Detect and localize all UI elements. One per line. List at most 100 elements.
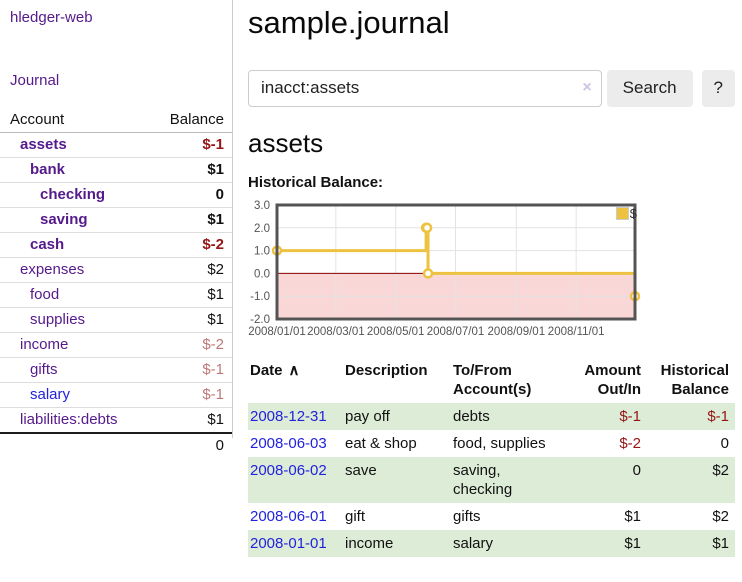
description-cell: income	[345, 529, 453, 557]
account-link[interactable]: liabilities:debts	[20, 411, 118, 428]
accounts-header-balance: Balance	[147, 108, 232, 133]
y-tick-label: 0.0	[254, 268, 270, 280]
account-link[interactable]: checking	[40, 186, 106, 203]
date-link[interactable]: 2008-12-31	[250, 407, 327, 425]
help-button[interactable]: ?	[701, 69, 735, 107]
balance-cell: $1	[647, 529, 735, 557]
legend-swatch-icon	[615, 206, 629, 220]
description-cell: eat & shop	[345, 434, 417, 452]
balance-chart: 3.0 2.0 1.0 0.0 -1.0 -2.0 2008/01/01 2008/03/01…	[248, 200, 641, 340]
y-tick-label: -2.0	[250, 314, 270, 326]
register-table: Date ∧ Description To/From Account(s) Amo…	[248, 359, 735, 557]
sort-ascending-icon: ∧	[288, 361, 300, 379]
x-tick-label: 2008/11/01	[548, 326, 605, 338]
account-balance: $1	[147, 282, 232, 308]
search-row: × Search ?	[248, 69, 735, 107]
account-row: assets $-1	[0, 132, 232, 158]
table-row: 2008-06-03 eat & shop food, supplies $-2 0	[248, 430, 735, 457]
accounts-total-value: 0	[147, 432, 232, 458]
description-cell: save	[345, 456, 453, 503]
y-tick-label: 1.0	[254, 245, 270, 257]
register-header-amount: Amount Out/In	[584, 361, 641, 398]
table-row: 2008-06-01 gift gifts $1 $2	[248, 503, 735, 530]
account-balance: $-2	[147, 232, 232, 258]
accounts-total-row: 0	[0, 432, 232, 458]
register-header-balance: Historical Balance	[660, 361, 729, 398]
account-row: cash $-2	[0, 232, 232, 258]
account-row: supplies $1	[0, 307, 232, 333]
account-link[interactable]: food	[30, 286, 60, 303]
register-header-description: Description	[345, 361, 428, 379]
data-point	[422, 267, 434, 279]
date-link[interactable]: 2008-06-01	[250, 507, 327, 525]
description-cell: gift	[345, 507, 366, 525]
account-balance: $-1	[147, 132, 232, 158]
account-row: salary $-1	[0, 382, 232, 408]
balance-cell: $-1	[647, 402, 735, 430]
account-link[interactable]: supplies	[30, 311, 86, 328]
account-balance: $1	[147, 207, 232, 233]
account-link[interactable]: bank	[30, 161, 66, 178]
accounts-cell: debts	[453, 402, 565, 430]
account-link[interactable]: salary	[30, 386, 71, 403]
amount-cell: $-2	[619, 434, 641, 452]
balance-cell: $2	[647, 456, 735, 503]
account-row: bank $1	[0, 157, 232, 183]
date-link[interactable]: 2008-01-01	[250, 534, 327, 552]
search-button[interactable]: Search	[606, 69, 693, 107]
chart-legend: $	[615, 205, 637, 221]
account-link[interactable]: gifts	[30, 361, 58, 378]
account-balance: $2	[147, 257, 232, 283]
amount-cell: $-1	[565, 402, 647, 430]
account-row: food $1	[0, 282, 232, 308]
journal-link[interactable]: Journal	[10, 72, 60, 89]
data-point	[421, 222, 433, 233]
account-link[interactable]: income	[20, 336, 69, 353]
account-link[interactable]: saving	[40, 211, 88, 228]
register-header-accounts: To/From Account(s)	[453, 361, 532, 398]
legend-label: $	[629, 205, 637, 221]
amount-cell: 0	[565, 456, 647, 503]
account-balance: $1	[147, 407, 232, 434]
accounts-cell: food, supplies	[453, 434, 546, 452]
y-tick-label: 3.0	[254, 200, 270, 212]
account-link[interactable]: assets	[20, 136, 67, 153]
accounts-header-account: Account	[0, 108, 148, 133]
search-box: ×	[248, 69, 602, 107]
clear-search-icon[interactable]: ×	[582, 78, 592, 96]
account-link[interactable]: cash	[30, 236, 65, 253]
search-input[interactable]	[248, 69, 602, 107]
accounts-table: Account Balance assets $-1 bank $1 checking 0…	[0, 108, 232, 458]
table-row: 2008-12-31 pay off debts $-1 $-1	[248, 402, 735, 430]
amount-cell: $1	[624, 507, 641, 525]
account-balance: $1	[147, 307, 232, 333]
account-row: checking 0	[0, 182, 232, 208]
x-tick-label: 2008/01/01	[248, 326, 306, 338]
app-title-link[interactable]: hledger-web	[10, 9, 93, 26]
date-link[interactable]: 2008-06-02	[250, 461, 327, 479]
account-balance: $-2	[147, 332, 232, 358]
page-title: sample.journal	[248, 5, 450, 40]
amount-cell: $1	[565, 529, 647, 557]
account-row: income $-2	[0, 332, 232, 358]
x-tick-label: 2008/07/01	[427, 326, 485, 338]
y-tick-label: 2.0	[254, 222, 270, 234]
account-row: gifts $-1	[0, 357, 232, 383]
table-row: 2008-06-02 save saving, checking 0 $2	[248, 456, 735, 503]
date-link[interactable]: 2008-06-03	[250, 434, 327, 452]
x-tick-label: 2008/05/01	[367, 326, 425, 338]
main-content: sample.journal × Search ? assets Histori…	[248, 0, 735, 557]
account-row: expenses $2	[0, 257, 232, 283]
account-link[interactable]: expenses	[20, 261, 85, 278]
x-tick-label: 2008/03/01	[307, 326, 365, 338]
plot-border	[275, 203, 637, 321]
x-tick-label: 2008/09/01	[488, 326, 546, 338]
account-heading: assets	[248, 127, 324, 158]
sidebar: hledger-web Journal Account Balance asse…	[0, 0, 233, 458]
register-header-date[interactable]: Date ∧	[250, 361, 300, 379]
accounts-cell: salary	[453, 529, 565, 557]
account-balance: $1	[147, 157, 232, 183]
account-balance: 0	[147, 182, 232, 208]
chart-title: Historical Balance:	[248, 173, 384, 191]
